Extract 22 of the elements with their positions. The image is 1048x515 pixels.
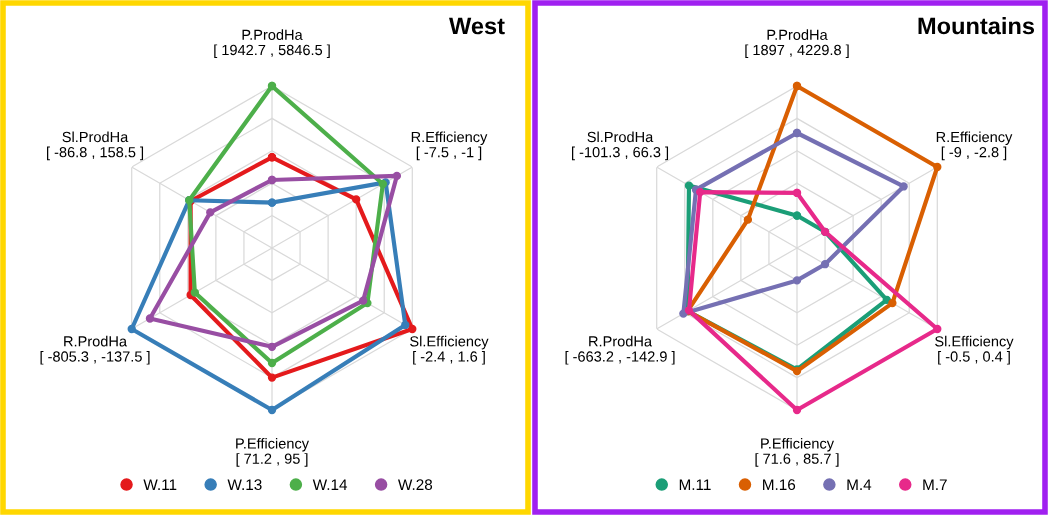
spoke-label: R.Efficiency [ -9 , -2.8 ]	[936, 131, 1013, 161]
legend-label: W.13	[227, 479, 262, 491]
chart-title: Mountains	[918, 17, 1035, 35]
spoke-label: R.ProdHa [ -805.3 , -137.5 ]	[40, 335, 150, 365]
chart-title: West	[449, 17, 505, 35]
legend-label: M.7	[923, 479, 947, 490]
spoke-label: P.Efficiency [ 71.2 , 95 ]	[236, 437, 309, 467]
legend-label: W.11	[143, 479, 177, 490]
spoke-label: P.Efficiency [ 71.6 , 85.7 ]	[755, 437, 839, 467]
legend-label: M.4	[847, 479, 872, 490]
legend-label: M.11	[679, 479, 711, 490]
spoke-label: P.ProdHa [ 1942.7 , 5846.5 ]	[214, 29, 330, 59]
spoke-label: P.ProdHa [ 1897 , 4229.8 ]	[745, 29, 849, 59]
legend-label: W.28	[397, 479, 433, 491]
spoke-label: Sl.Efficiency [ -2.4 , 1.6 ]	[410, 335, 489, 365]
spoke-label: Sl.ProdHa [ -86.8 , 158.5 ]	[47, 131, 144, 161]
legend-label: W.14	[312, 479, 348, 490]
spoke-label: Sl.Efficiency [ -0.5 , 0.4 ]	[935, 335, 1014, 365]
legend-label: M.16	[763, 479, 796, 491]
spoke-label: R.Efficiency [ -7.5 , -1 ]	[411, 131, 488, 161]
spoke-label: R.ProdHa [ -663.2 , -142.9 ]	[565, 335, 675, 365]
spoke-label: Sl.ProdHa [ -101.3 , 66.3 ]	[572, 131, 669, 161]
